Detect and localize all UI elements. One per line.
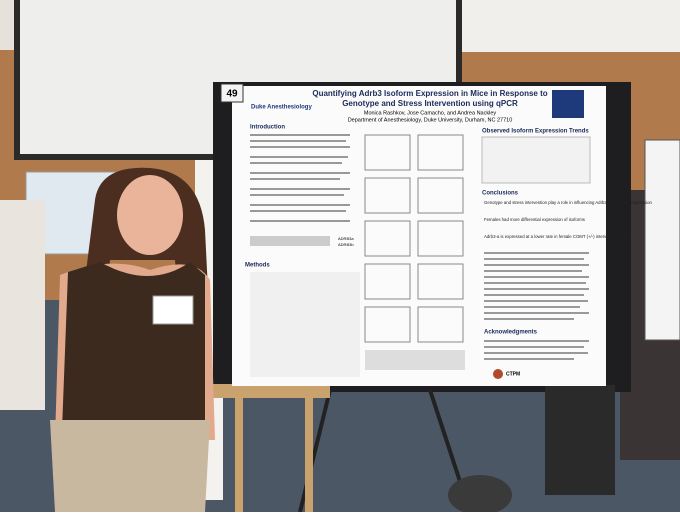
legend-label: ADRB3b: [338, 242, 354, 247]
conclusion: Females had more differential expression…: [484, 217, 585, 222]
poster-title: Quantifying Adrb3 Isoform Expression in …: [312, 89, 547, 98]
methods-diagram: [250, 272, 360, 377]
affiliation: Department of Anesthesiology, Duke Unive…: [348, 117, 513, 123]
legend-label: ADRB3a: [338, 236, 354, 241]
wooden-stand: [305, 398, 313, 512]
background-person: [0, 200, 45, 410]
conclusion: Genotype and stress intervention play a …: [484, 200, 653, 205]
ctpm-icon: [493, 369, 503, 379]
wooden-stand: [235, 398, 243, 512]
trends-table: [481, 136, 591, 184]
footer-logo: CTPM: [506, 371, 520, 377]
section-heading: Introduction: [250, 125, 285, 131]
section-heading: Observed Isoform Expression Trends: [482, 129, 589, 135]
ack-text: [484, 340, 589, 360]
section-heading: Acknowledgments: [484, 330, 538, 336]
top: [62, 262, 205, 430]
authors: Monica Rashkov, Jose Camacho, and Andrea…: [364, 110, 497, 116]
section-heading: Methods: [245, 263, 270, 269]
section-heading: Conclusions: [482, 191, 519, 197]
poster-title: Genotype and Stress Intervention using q…: [342, 99, 518, 108]
face: [117, 175, 183, 255]
intro-text: [250, 134, 350, 222]
conclusion: Adrb3-a is expressed at a lower rate in …: [484, 234, 629, 239]
person-legs: [545, 385, 615, 495]
poster-number-card: [220, 83, 244, 103]
whiteboard: [462, 0, 680, 52]
logo: Duke Anesthesiology: [251, 105, 312, 111]
background-board: [644, 139, 680, 341]
pants: [50, 420, 210, 512]
references: [484, 252, 589, 320]
charts: [364, 134, 464, 343]
poster-number: 49: [226, 89, 238, 100]
duke-shield: [552, 90, 584, 118]
backpack: [448, 475, 512, 515]
name-tag: [152, 295, 194, 325]
caption: [365, 350, 465, 370]
wooden-stand: [212, 384, 330, 398]
sequence: [250, 236, 330, 246]
